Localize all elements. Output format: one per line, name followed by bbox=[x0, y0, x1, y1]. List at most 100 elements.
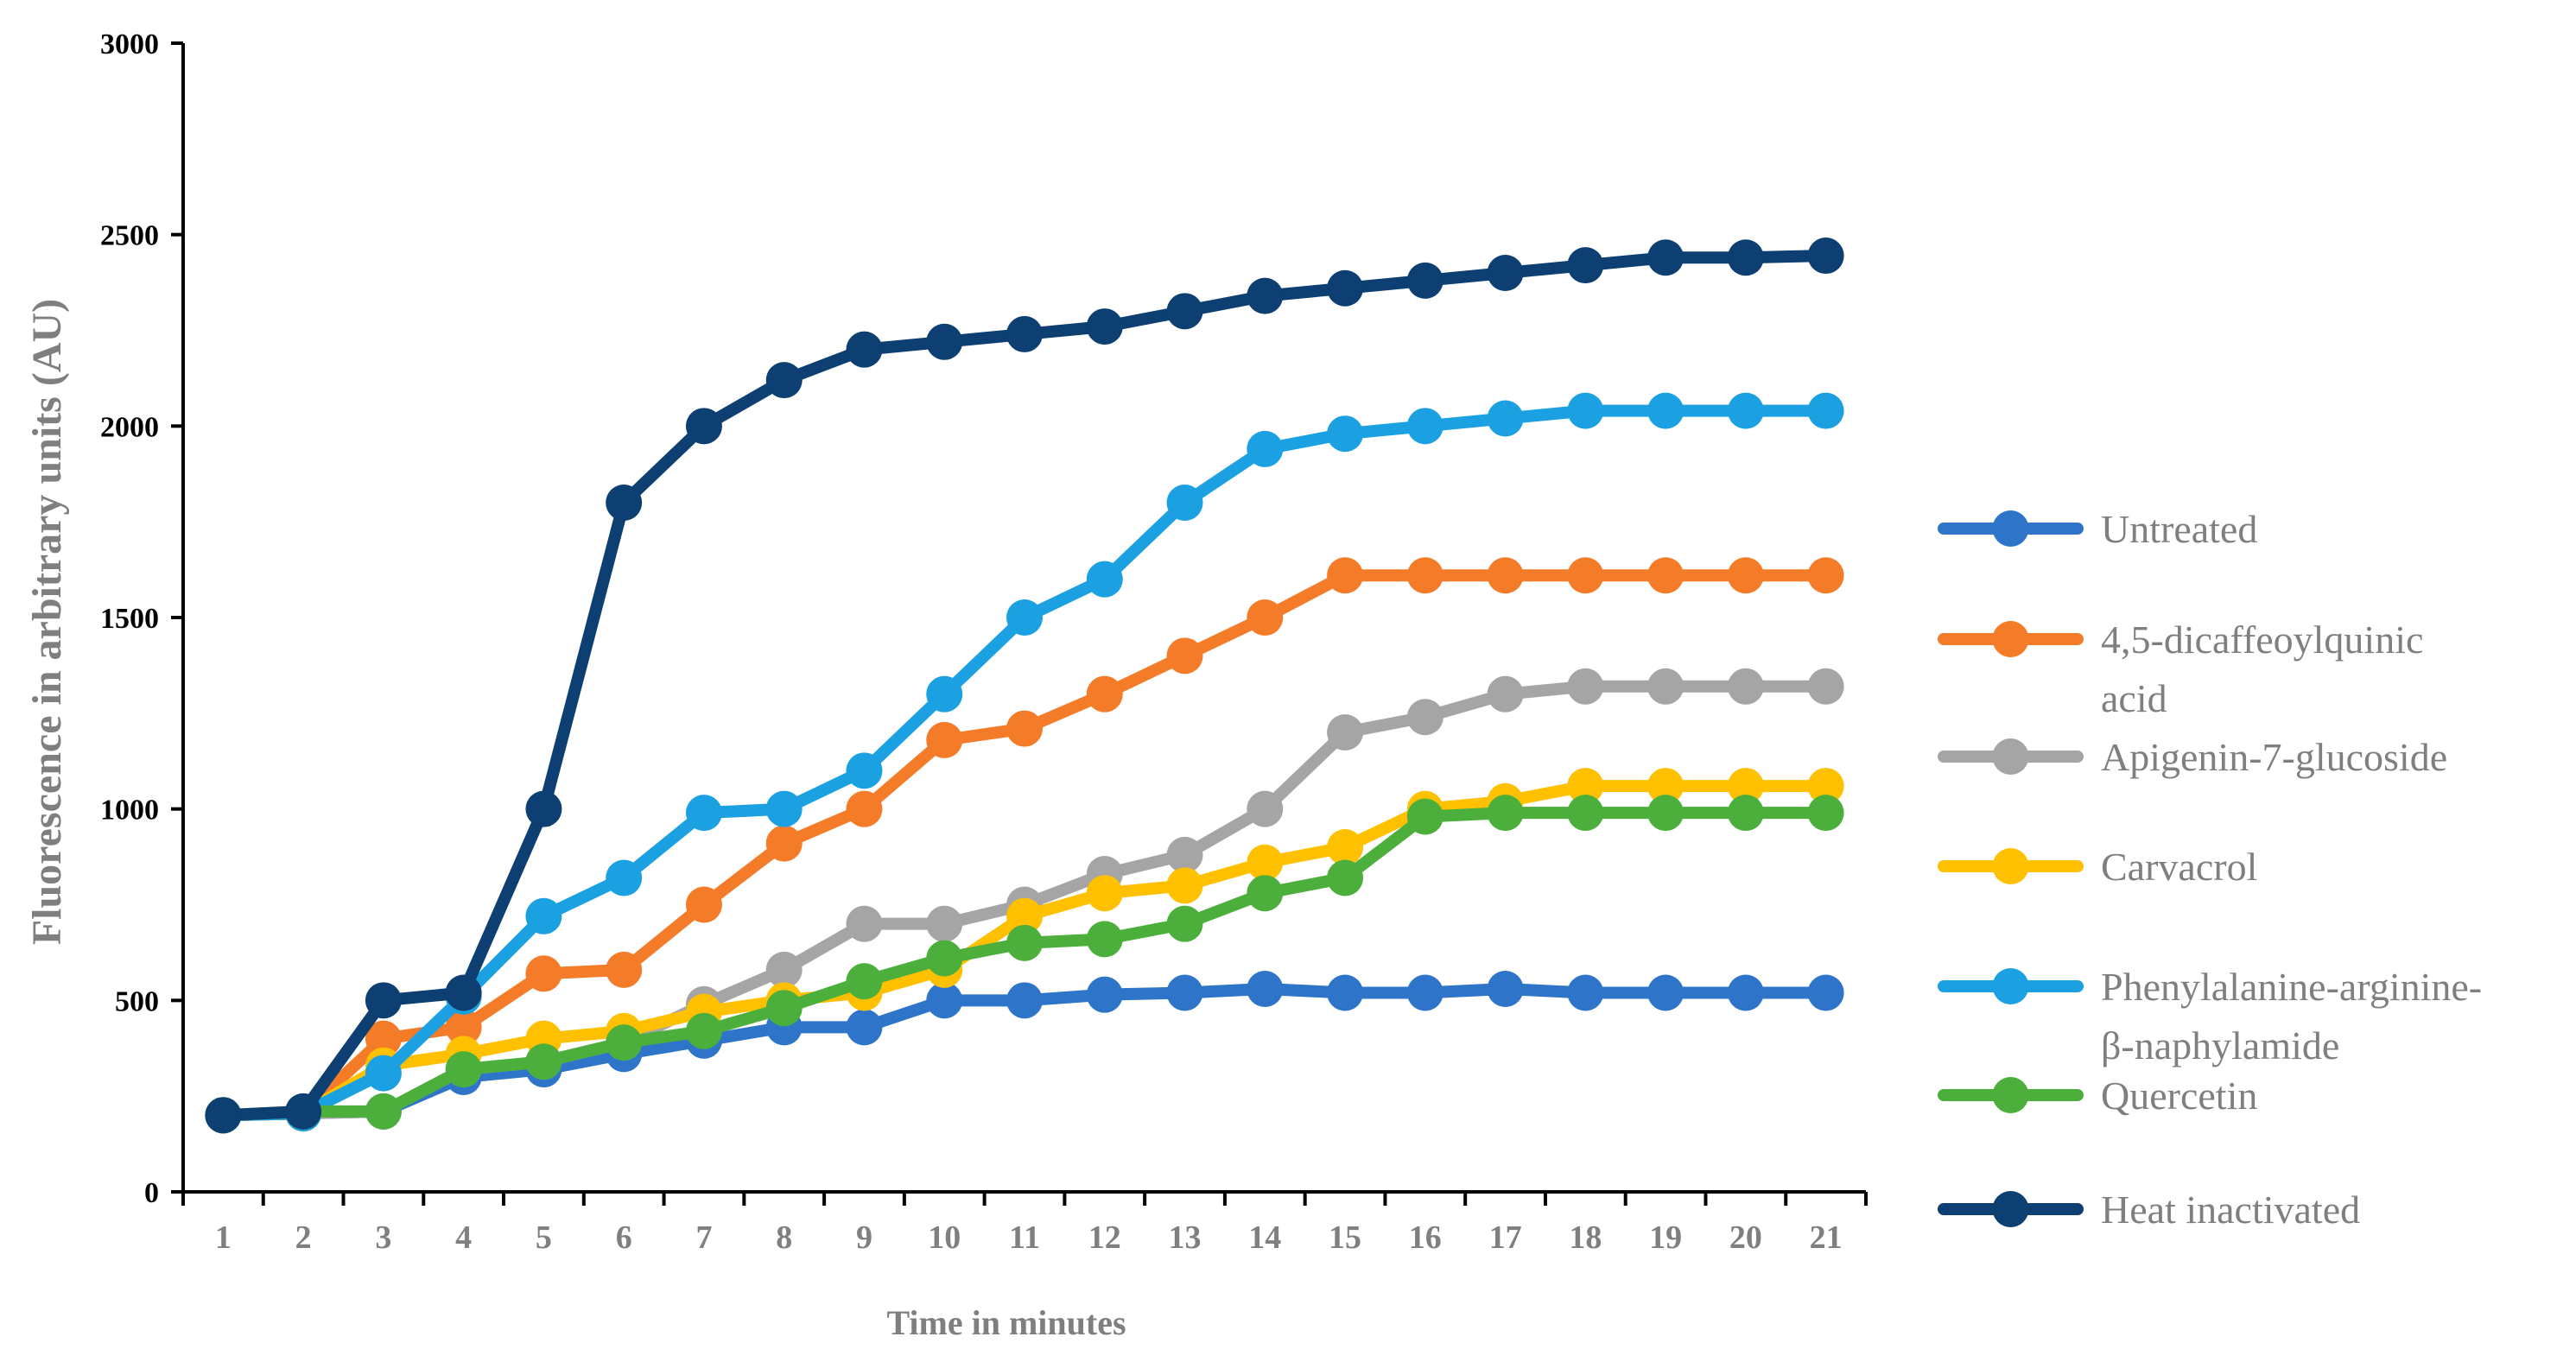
x-tick-label: 13 bbox=[1169, 1219, 1202, 1256]
data-point bbox=[445, 974, 482, 1011]
legend-swatch-marker bbox=[1992, 1191, 2029, 1227]
legend-item: 4,5-dicaffeoylquinic acid bbox=[1938, 618, 2423, 720]
data-point bbox=[1807, 392, 1844, 429]
data-point bbox=[445, 1009, 482, 1046]
legend: Untreated 4,5-dicaffeoylquinic acid Apigeni… bbox=[1938, 507, 2482, 1232]
data-point bbox=[1006, 982, 1043, 1019]
data-point bbox=[1327, 269, 1364, 307]
x-tick-label: 16 bbox=[1409, 1219, 1442, 1256]
data-point bbox=[285, 1093, 322, 1130]
data-point bbox=[1727, 557, 1764, 594]
legend-label: Quercetin bbox=[2101, 1074, 2257, 1118]
data-point bbox=[1247, 844, 1284, 881]
data-point bbox=[1647, 392, 1685, 429]
data-point bbox=[926, 982, 963, 1019]
x-axis-title: Time in minutes bbox=[886, 1303, 1126, 1342]
data-point bbox=[1406, 974, 1443, 1011]
y-tick-label: 2000 bbox=[100, 411, 159, 443]
x-tick-label: 3 bbox=[375, 1219, 391, 1256]
x-tick-label: 18 bbox=[1569, 1219, 1602, 1256]
data-point bbox=[1647, 768, 1685, 805]
data-point bbox=[1006, 599, 1043, 636]
x-tick-label: 12 bbox=[1088, 1219, 1121, 1256]
data-point bbox=[1166, 905, 1203, 942]
data-point bbox=[1567, 557, 1604, 594]
legend-swatch-marker bbox=[1992, 968, 2029, 1004]
data-point bbox=[1727, 392, 1764, 429]
legend-swatch-marker bbox=[1992, 848, 2029, 884]
data-point bbox=[606, 951, 643, 988]
legend-item: Heat inactivated bbox=[1938, 1188, 2360, 1232]
y-tick-label: 3000 bbox=[100, 29, 159, 60]
data-point bbox=[1327, 829, 1364, 865]
legend-item: Apigenin-7-glucoside bbox=[1938, 735, 2447, 779]
legend-swatch-marker bbox=[1992, 738, 2029, 775]
legend-item: Quercetin bbox=[1938, 1074, 2257, 1118]
y-tick-label: 2500 bbox=[100, 220, 159, 252]
data-point bbox=[1567, 668, 1604, 705]
data-point bbox=[765, 990, 803, 1027]
data-point bbox=[1807, 795, 1844, 832]
data-point bbox=[365, 1055, 402, 1092]
data-point bbox=[1327, 974, 1364, 1011]
data-point bbox=[1247, 599, 1284, 636]
series-layer bbox=[205, 238, 1844, 1134]
data-point bbox=[1487, 675, 1524, 713]
x-tick-label: 1 bbox=[215, 1219, 232, 1256]
x-tick-label: 14 bbox=[1248, 1219, 1281, 1256]
data-point bbox=[1406, 408, 1443, 445]
data-point bbox=[1567, 795, 1604, 832]
data-point bbox=[1567, 247, 1604, 284]
data-point bbox=[1006, 710, 1043, 747]
legend-label: 4,5-dicaffeoylquinic bbox=[2101, 618, 2423, 662]
data-point bbox=[765, 790, 803, 827]
data-point bbox=[846, 790, 883, 827]
data-point bbox=[1567, 392, 1604, 429]
data-point bbox=[1406, 699, 1443, 736]
data-point bbox=[365, 982, 402, 1019]
x-tick-label: 21 bbox=[1810, 1219, 1843, 1256]
x-tick-label: 15 bbox=[1329, 1219, 1361, 1256]
data-point bbox=[1727, 668, 1764, 705]
data-point bbox=[365, 1093, 402, 1130]
x-tick-label: 7 bbox=[695, 1219, 712, 1256]
data-point bbox=[1406, 798, 1443, 835]
data-point bbox=[926, 721, 963, 758]
data-point bbox=[1086, 561, 1123, 598]
data-point bbox=[765, 951, 803, 988]
data-point bbox=[846, 1009, 883, 1046]
data-point bbox=[1567, 768, 1604, 805]
data-point bbox=[1487, 557, 1524, 594]
data-point bbox=[846, 752, 883, 789]
y-axis-title: Fluorescence in arbitrary units (AU) bbox=[24, 299, 70, 945]
data-point bbox=[765, 825, 803, 862]
data-point bbox=[1006, 924, 1043, 961]
series-5 bbox=[205, 795, 1844, 1134]
legend-swatch-marker bbox=[1992, 510, 2029, 547]
legend-label: Phenylalanine-arginine- bbox=[2101, 965, 2482, 1009]
data-point bbox=[1166, 485, 1203, 521]
data-point bbox=[1247, 971, 1284, 1008]
y-tick-label: 500 bbox=[115, 985, 159, 1017]
data-point bbox=[1006, 897, 1043, 934]
data-point bbox=[1647, 795, 1685, 832]
data-point bbox=[1327, 415, 1364, 453]
data-point bbox=[926, 675, 963, 713]
data-point bbox=[1006, 315, 1043, 352]
x-tick-label: 11 bbox=[1009, 1219, 1040, 1256]
data-point bbox=[1727, 239, 1764, 276]
legend-item: Phenylalanine-arginine-β-naphylamide bbox=[1938, 965, 2482, 1067]
x-tick-label: 5 bbox=[536, 1219, 552, 1256]
data-point bbox=[1327, 557, 1364, 594]
data-point bbox=[1647, 974, 1685, 1011]
data-point bbox=[1166, 974, 1203, 1011]
legend-label: Heat inactivated bbox=[2101, 1188, 2360, 1232]
data-point bbox=[1807, 238, 1844, 275]
data-point bbox=[1647, 557, 1685, 594]
data-point bbox=[1247, 277, 1284, 314]
data-point bbox=[1247, 430, 1284, 467]
data-point bbox=[1727, 768, 1764, 805]
x-tick-label: 20 bbox=[1729, 1219, 1762, 1256]
